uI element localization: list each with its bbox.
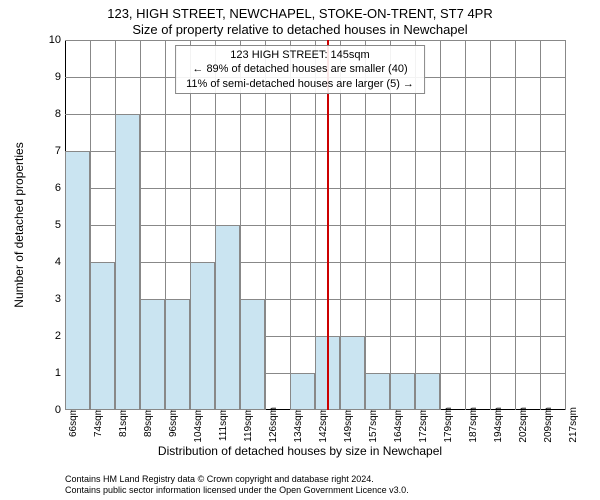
annotation-line2: ← 89% of detached houses are smaller (40… xyxy=(186,62,414,76)
gridline-v xyxy=(515,40,516,410)
histogram-bar xyxy=(140,299,165,410)
gridline-v xyxy=(565,40,566,410)
histogram-bar xyxy=(65,151,90,410)
gridline-v xyxy=(490,40,491,410)
gridline-v xyxy=(465,40,466,410)
ytick-label: 6 xyxy=(43,182,61,194)
xtick-label: 119sqm xyxy=(243,407,254,442)
footer-text: Contains HM Land Registry data © Crown c… xyxy=(65,474,409,496)
y-axis-label: Number of detached properties xyxy=(12,142,26,307)
x-axis-label: Distribution of detached houses by size … xyxy=(0,444,600,458)
ytick-label: 3 xyxy=(43,293,61,305)
xtick-label: 126sqm xyxy=(268,407,279,443)
xtick-label: 209sqm xyxy=(543,407,554,443)
xtick-label: 217sqm xyxy=(568,407,579,443)
xtick-label: 187sqm xyxy=(468,407,479,443)
xtick-label: 89sqm xyxy=(143,407,154,437)
xtick-label: 172sqm xyxy=(418,407,429,443)
histogram-bar xyxy=(290,373,315,410)
histogram-bar xyxy=(240,299,265,410)
ytick-label: 4 xyxy=(43,256,61,268)
xtick-label: 66sqm xyxy=(68,407,79,437)
xtick-label: 81sqm xyxy=(118,407,129,437)
gridline-v xyxy=(440,40,441,410)
ytick-label: 2 xyxy=(43,330,61,342)
gridline-v xyxy=(365,40,366,410)
annotation-line1: 123 HIGH STREET: 145sqm xyxy=(186,48,414,62)
xtick-label: 179sqm xyxy=(443,407,454,443)
gridline-v xyxy=(390,40,391,410)
xtick-label: 202sqm xyxy=(518,407,529,443)
gridline-v xyxy=(290,40,291,410)
xtick-label: 194sqm xyxy=(493,407,504,443)
histogram-bar xyxy=(365,373,390,410)
ytick-label: 8 xyxy=(43,108,61,120)
histogram-bar xyxy=(340,336,365,410)
xtick-label: 157sqm xyxy=(368,407,379,443)
ytick-label: 9 xyxy=(43,71,61,83)
histogram-bar xyxy=(190,262,215,410)
xtick-label: 111sqm xyxy=(218,407,229,441)
histogram-bar xyxy=(115,114,140,410)
gridline-v xyxy=(415,40,416,410)
histogram-bar xyxy=(215,225,240,410)
histogram-bar xyxy=(415,373,440,410)
histogram-bar xyxy=(390,373,415,410)
marker-line xyxy=(327,40,329,410)
ytick-label: 7 xyxy=(43,145,61,157)
footer-line1: Contains HM Land Registry data © Crown c… xyxy=(65,474,409,485)
title-line2: Size of property relative to detached ho… xyxy=(0,22,600,37)
ytick-label: 0 xyxy=(43,404,61,416)
xtick-label: 164sqm xyxy=(393,407,404,443)
ytick-label: 5 xyxy=(43,219,61,231)
title-line1: 123, HIGH STREET, NEWCHAPEL, STOKE-ON-TR… xyxy=(0,6,600,21)
xtick-label: 104sqm xyxy=(193,407,204,443)
annotation-box: 123 HIGH STREET: 145sqm ← 89% of detache… xyxy=(175,45,425,94)
plot-area: 01234567891066sqm74sqm81sqm89sqm96sqm104… xyxy=(65,40,565,410)
ytick-label: 10 xyxy=(43,34,61,46)
xtick-label: 134sqm xyxy=(293,407,304,443)
footer-line2: Contains public sector information licen… xyxy=(65,485,409,496)
xtick-label: 96sqm xyxy=(168,407,179,437)
xtick-label: 74sqm xyxy=(93,407,104,437)
histogram-bar xyxy=(90,262,115,410)
xtick-label: 142sqm xyxy=(318,407,329,443)
histogram-bar xyxy=(165,299,190,410)
xtick-label: 149sqm xyxy=(343,407,354,443)
annotation-line3: 11% of semi-detached houses are larger (… xyxy=(186,77,414,91)
gridline-v xyxy=(265,40,266,410)
gridline-v xyxy=(540,40,541,410)
ytick-label: 1 xyxy=(43,367,61,379)
